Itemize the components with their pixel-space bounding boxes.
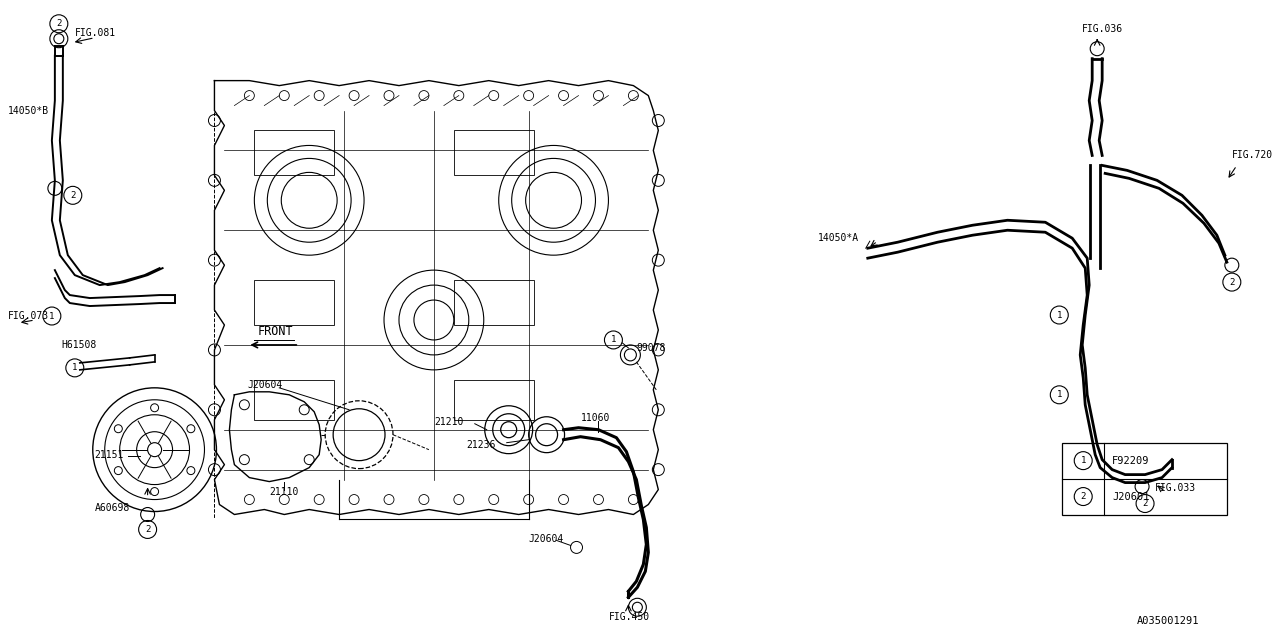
- Text: 2: 2: [1080, 492, 1085, 501]
- Text: J20604: J20604: [529, 534, 564, 545]
- Text: FIG.073: FIG.073: [8, 311, 49, 321]
- Text: 2: 2: [1229, 278, 1234, 287]
- Text: A60698: A60698: [95, 502, 131, 513]
- Bar: [454, 280, 534, 325]
- Bar: [454, 380, 534, 420]
- Text: FIG.720: FIG.720: [1231, 150, 1274, 161]
- Text: 99078: 99078: [636, 343, 666, 353]
- Text: 2: 2: [145, 525, 150, 534]
- Text: 2: 2: [70, 191, 76, 200]
- Text: J20604: J20604: [247, 380, 283, 390]
- Text: 11060: 11060: [581, 413, 609, 423]
- Text: 2: 2: [1142, 499, 1148, 508]
- Text: 1: 1: [1080, 456, 1085, 465]
- Text: 21110: 21110: [269, 486, 298, 497]
- Bar: [1062, 443, 1226, 515]
- Text: A035001291: A035001291: [1137, 616, 1199, 626]
- Text: FRONT: FRONT: [257, 326, 293, 339]
- Text: F92209: F92209: [1112, 456, 1149, 466]
- Bar: [255, 131, 334, 175]
- Text: 1: 1: [1056, 390, 1062, 399]
- Text: H61508: H61508: [61, 340, 97, 350]
- Text: 1: 1: [1056, 310, 1062, 319]
- Bar: [454, 131, 534, 175]
- Text: 21210: 21210: [434, 417, 463, 427]
- Text: 14050*B: 14050*B: [8, 106, 49, 116]
- Text: 21151: 21151: [95, 450, 124, 460]
- Text: FIG.450: FIG.450: [608, 612, 649, 622]
- Text: 1: 1: [611, 335, 616, 344]
- Text: J20601: J20601: [1112, 492, 1149, 502]
- Text: 14050*A: 14050*A: [818, 233, 859, 243]
- Text: FIG.036: FIG.036: [1082, 24, 1124, 34]
- Bar: [255, 280, 334, 325]
- Text: 2: 2: [56, 19, 61, 28]
- Text: 21236: 21236: [467, 440, 497, 450]
- Text: 1: 1: [49, 312, 55, 321]
- Text: FIG.081: FIG.081: [74, 28, 116, 38]
- Text: 1: 1: [72, 364, 78, 372]
- Text: FIG.033: FIG.033: [1155, 483, 1197, 493]
- Bar: [255, 380, 334, 420]
